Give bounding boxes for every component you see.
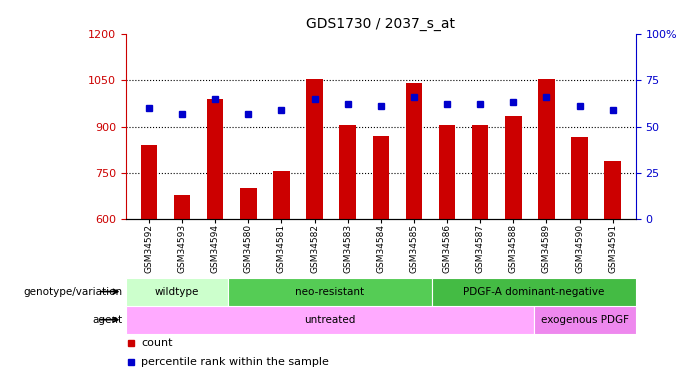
- Bar: [538, 79, 555, 219]
- Bar: [406, 83, 422, 219]
- Text: GSM34584: GSM34584: [376, 224, 386, 273]
- Bar: [432, 278, 636, 306]
- Text: GSM34589: GSM34589: [542, 224, 551, 273]
- Text: GSM34588: GSM34588: [509, 224, 517, 273]
- Text: GSM34586: GSM34586: [443, 224, 452, 273]
- Bar: [240, 188, 256, 219]
- Text: untreated: untreated: [304, 315, 356, 325]
- Bar: [273, 171, 290, 219]
- Text: GSM34582: GSM34582: [310, 224, 319, 273]
- Title: GDS1730 / 2037_s_at: GDS1730 / 2037_s_at: [306, 17, 456, 32]
- Bar: [228, 278, 432, 306]
- Text: wildtype: wildtype: [154, 286, 199, 297]
- Bar: [373, 136, 389, 219]
- Text: GSM34585: GSM34585: [409, 224, 418, 273]
- Text: GSM34590: GSM34590: [575, 224, 584, 273]
- Bar: [534, 306, 636, 334]
- Text: neo-resistant: neo-resistant: [295, 286, 364, 297]
- Bar: [126, 278, 228, 306]
- Bar: [339, 125, 356, 219]
- Text: exogenous PDGF: exogenous PDGF: [541, 315, 629, 325]
- Text: GSM34592: GSM34592: [144, 224, 154, 273]
- Text: GSM34591: GSM34591: [608, 224, 617, 273]
- Text: GSM34583: GSM34583: [343, 224, 352, 273]
- Text: PDGF-A dominant-negative: PDGF-A dominant-negative: [463, 286, 605, 297]
- Text: GSM34587: GSM34587: [475, 224, 485, 273]
- Text: GSM34593: GSM34593: [177, 224, 186, 273]
- Text: GSM34581: GSM34581: [277, 224, 286, 273]
- Bar: [174, 195, 190, 219]
- Bar: [505, 116, 522, 219]
- Text: percentile rank within the sample: percentile rank within the sample: [141, 357, 329, 367]
- Bar: [306, 79, 323, 219]
- Bar: [439, 125, 456, 219]
- Bar: [141, 145, 157, 219]
- Bar: [126, 306, 534, 334]
- Text: count: count: [141, 338, 173, 348]
- Bar: [472, 125, 488, 219]
- Bar: [605, 160, 621, 219]
- Bar: [207, 99, 224, 219]
- Bar: [571, 137, 588, 219]
- Text: GSM34594: GSM34594: [211, 224, 220, 273]
- Text: GSM34580: GSM34580: [244, 224, 253, 273]
- Text: agent: agent: [92, 315, 122, 325]
- Text: genotype/variation: genotype/variation: [23, 286, 122, 297]
